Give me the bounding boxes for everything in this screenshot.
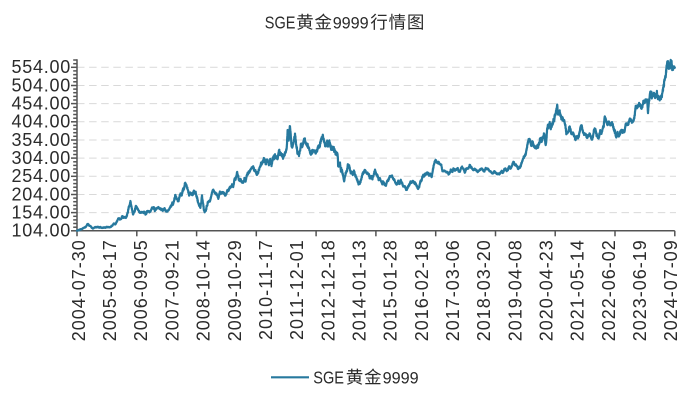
svg-text:104.00: 104.00 bbox=[11, 221, 71, 241]
svg-text:2016-02-18: 2016-02-18 bbox=[412, 239, 432, 341]
svg-text:2006-09-05: 2006-09-05 bbox=[131, 239, 151, 341]
svg-text:404.00: 404.00 bbox=[11, 112, 71, 132]
svg-text:9999: 9999 bbox=[333, 15, 369, 33]
svg-text:2017-03-06: 2017-03-06 bbox=[443, 239, 463, 341]
svg-text:2004-07-30: 2004-07-30 bbox=[69, 239, 89, 341]
svg-text:2010-11-17: 2010-11-17 bbox=[256, 239, 276, 340]
svg-text:554.00: 554.00 bbox=[11, 57, 71, 77]
svg-text:2021-05-14: 2021-05-14 bbox=[568, 239, 588, 341]
svg-text:354.00: 354.00 bbox=[11, 130, 71, 150]
svg-text:2008-10-14: 2008-10-14 bbox=[194, 239, 214, 341]
svg-text:2011-12-01: 2011-12-01 bbox=[287, 239, 307, 340]
svg-text:SGE: SGE bbox=[265, 13, 296, 33]
svg-text:2024-07-09: 2024-07-09 bbox=[661, 239, 681, 341]
svg-text:204.00: 204.00 bbox=[11, 184, 71, 204]
svg-text:304.00: 304.00 bbox=[11, 148, 71, 168]
svg-text:2015-01-28: 2015-01-28 bbox=[381, 239, 401, 341]
svg-text:2005-08-17: 2005-08-17 bbox=[100, 239, 120, 341]
svg-text:254.00: 254.00 bbox=[11, 166, 71, 186]
svg-text:2007-09-21: 2007-09-21 bbox=[162, 239, 182, 341]
svg-text:454.00: 454.00 bbox=[11, 93, 71, 113]
svg-text:2014-01-13: 2014-01-13 bbox=[349, 239, 369, 341]
svg-text:SGE: SGE bbox=[313, 367, 344, 387]
svg-text:504.00: 504.00 bbox=[11, 75, 71, 95]
svg-text:2009-10-29: 2009-10-29 bbox=[225, 239, 245, 341]
svg-text:2023-06-19: 2023-06-19 bbox=[630, 239, 650, 341]
svg-text:2012-12-18: 2012-12-18 bbox=[318, 239, 338, 341]
svg-text:2019-04-08: 2019-04-08 bbox=[505, 239, 525, 341]
svg-text:2020-04-23: 2020-04-23 bbox=[537, 239, 557, 341]
svg-text:2018-03-20: 2018-03-20 bbox=[474, 239, 494, 341]
svg-text:154.00: 154.00 bbox=[11, 202, 71, 222]
svg-text:9999: 9999 bbox=[383, 369, 419, 387]
svg-text:2022-06-02: 2022-06-02 bbox=[599, 239, 619, 341]
